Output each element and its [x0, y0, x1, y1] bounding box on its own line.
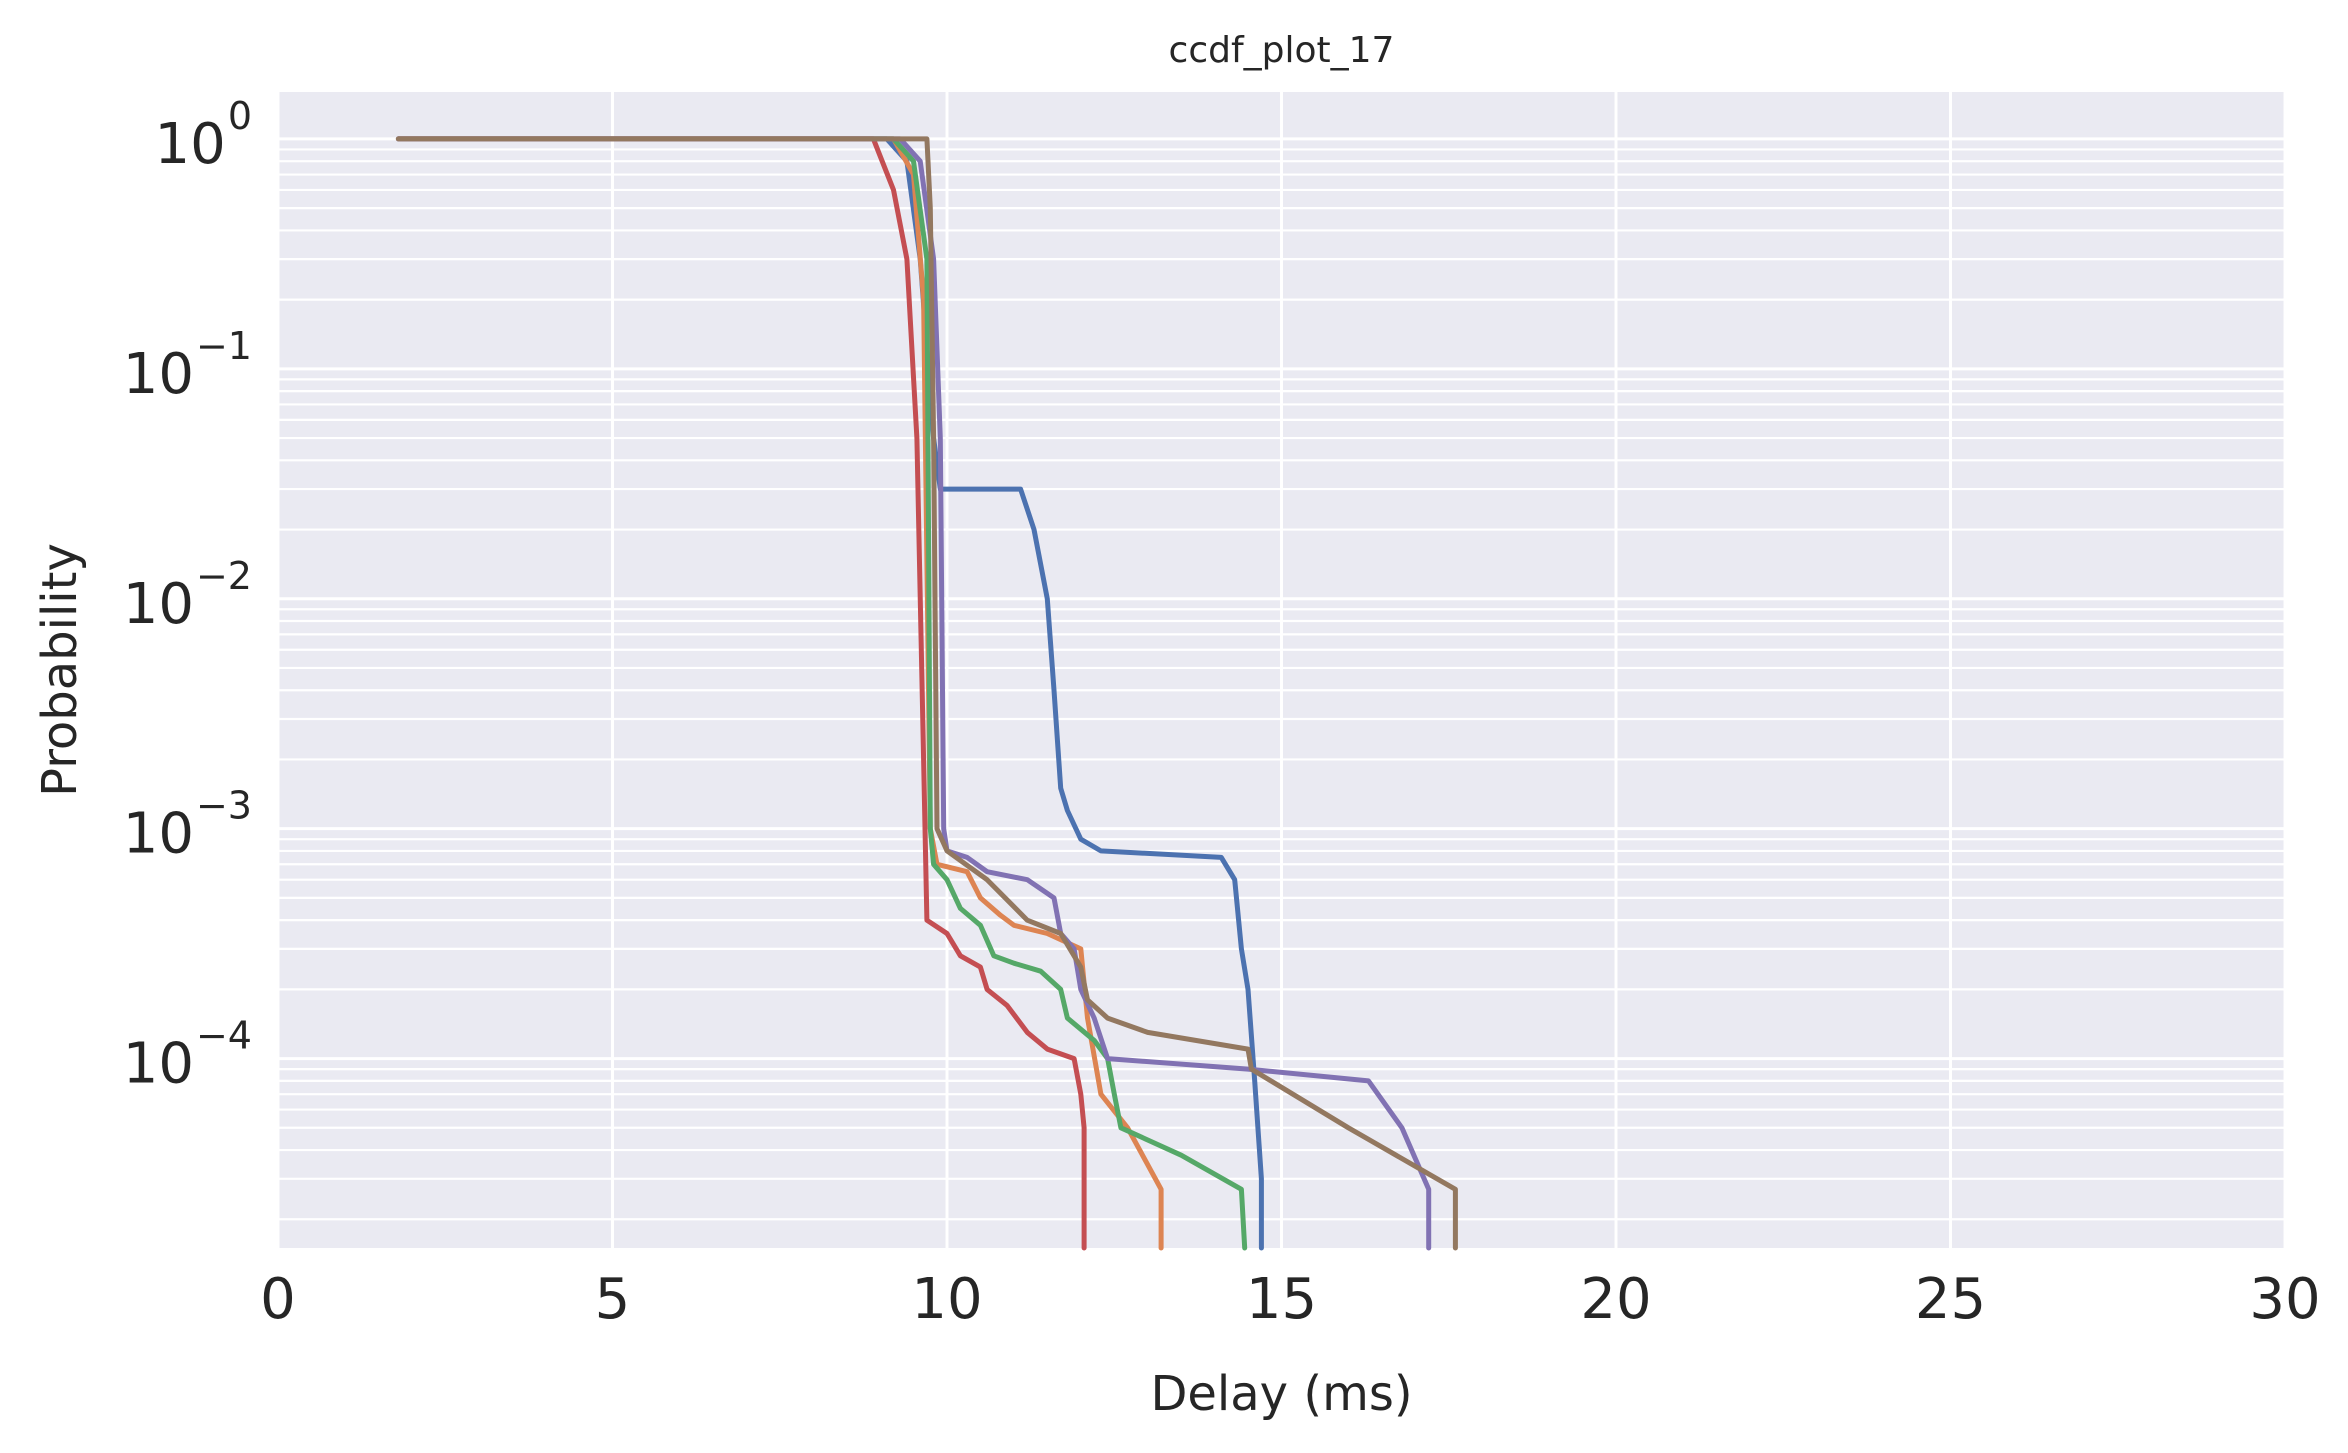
y-tick-exponent: −3: [196, 784, 252, 828]
y-tick-label: −110: [123, 324, 252, 407]
x-tick-label: 0: [260, 1267, 296, 1332]
series-line-6: [395, 136, 1458, 1251]
y-tick-exponent: 0: [228, 94, 252, 138]
grid-lines: [276, 92, 2287, 1248]
series-line-3: [395, 136, 1248, 1251]
y-tick-label: −210: [123, 554, 252, 637]
series-layer: [395, 136, 1458, 1251]
x-tick-labels: 0 5 10 15 20 25 30: [260, 1267, 2320, 1332]
x-tick-label: 25: [1915, 1267, 1986, 1332]
y-axis-label: Probability: [32, 543, 88, 797]
y-tick-base: 10: [123, 802, 194, 867]
y-tick-label: 010: [155, 94, 252, 177]
x-tick-label: 15: [1246, 1267, 1317, 1332]
y-tick-exponent: −2: [196, 554, 252, 598]
series-line-4: [395, 136, 1087, 1251]
y-tick-exponent: −1: [196, 324, 252, 368]
y-tick-base: 10: [123, 572, 194, 637]
x-tick-label: 20: [1580, 1267, 1651, 1332]
y-tick-base: 10: [123, 1032, 194, 1097]
x-axis-label: Delay (ms): [1150, 1366, 1412, 1422]
y-tick-exponent: −4: [196, 1014, 252, 1058]
y-tick-label: −310: [123, 784, 252, 867]
x-tick-label: 30: [2249, 1267, 2320, 1332]
chart-title: ccdf_plot_17: [1169, 30, 1395, 71]
series-line-5: [395, 136, 1432, 1251]
y-tick-base: 10: [155, 112, 226, 177]
x-tick-label: 10: [911, 1267, 982, 1332]
y-tick-labels: 010−110−210−310−410: [123, 94, 252, 1097]
y-tick-label: −410: [123, 1014, 252, 1097]
x-tick-label: 5: [595, 1267, 631, 1332]
series-line-2: [395, 136, 1164, 1251]
y-tick-base: 10: [123, 342, 194, 407]
